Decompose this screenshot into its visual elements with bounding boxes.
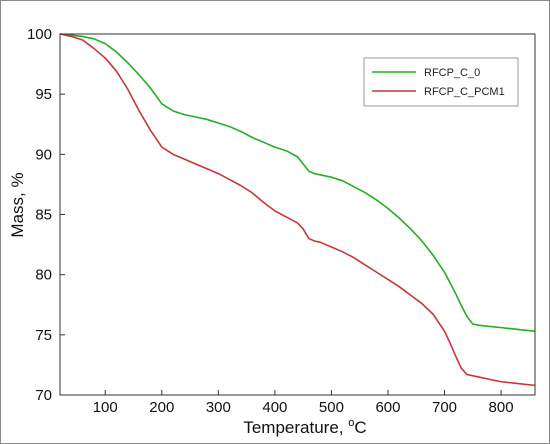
y-tick-label: 80 xyxy=(35,267,52,284)
y-tick-label: 90 xyxy=(35,146,52,163)
x-tick-label: 800 xyxy=(489,399,514,416)
legend-label-rfcp-c-0: RFCP_C_0 xyxy=(424,67,480,79)
y-tick-label: 95 xyxy=(35,86,52,103)
plot-area: 70 75 80 85 90 95 100 100 200 300 400 500 600 700 800 xyxy=(27,26,536,416)
legend: RFCP_C_0 RFCP_C_PCM1 xyxy=(363,57,519,107)
x-tick-label: 700 xyxy=(432,399,457,416)
x-tick-label: 500 xyxy=(319,399,344,416)
y-tick-label: 85 xyxy=(35,207,52,224)
x-tick-label: 100 xyxy=(93,399,118,416)
series-line-rfcp-c-pcm1 xyxy=(59,33,536,387)
x-tick-label: 200 xyxy=(149,399,174,416)
legend-box xyxy=(363,57,519,107)
x-axis-label: Temperature, oC xyxy=(243,417,366,437)
x-tick-label: 300 xyxy=(206,399,231,416)
series-line-rfcp-c-0 xyxy=(59,33,536,333)
x-tick-label: 600 xyxy=(375,399,400,416)
legend-label-rfcp-c-pcm1: RFCP_C_PCM1 xyxy=(424,86,505,98)
y-axis-label: Mass, % xyxy=(8,172,27,237)
x-tick-label: 400 xyxy=(262,399,287,416)
series-layer xyxy=(59,33,536,387)
y-tick-label: 100 xyxy=(27,26,52,43)
y-tick-label: 70 xyxy=(35,387,52,404)
axes-layer: 70 75 80 85 90 95 100 100 200 300 400 500 600 700 800 xyxy=(27,26,536,416)
y-tick-label: 75 xyxy=(35,327,52,344)
y-axis-title: Mass, % xyxy=(8,172,27,237)
